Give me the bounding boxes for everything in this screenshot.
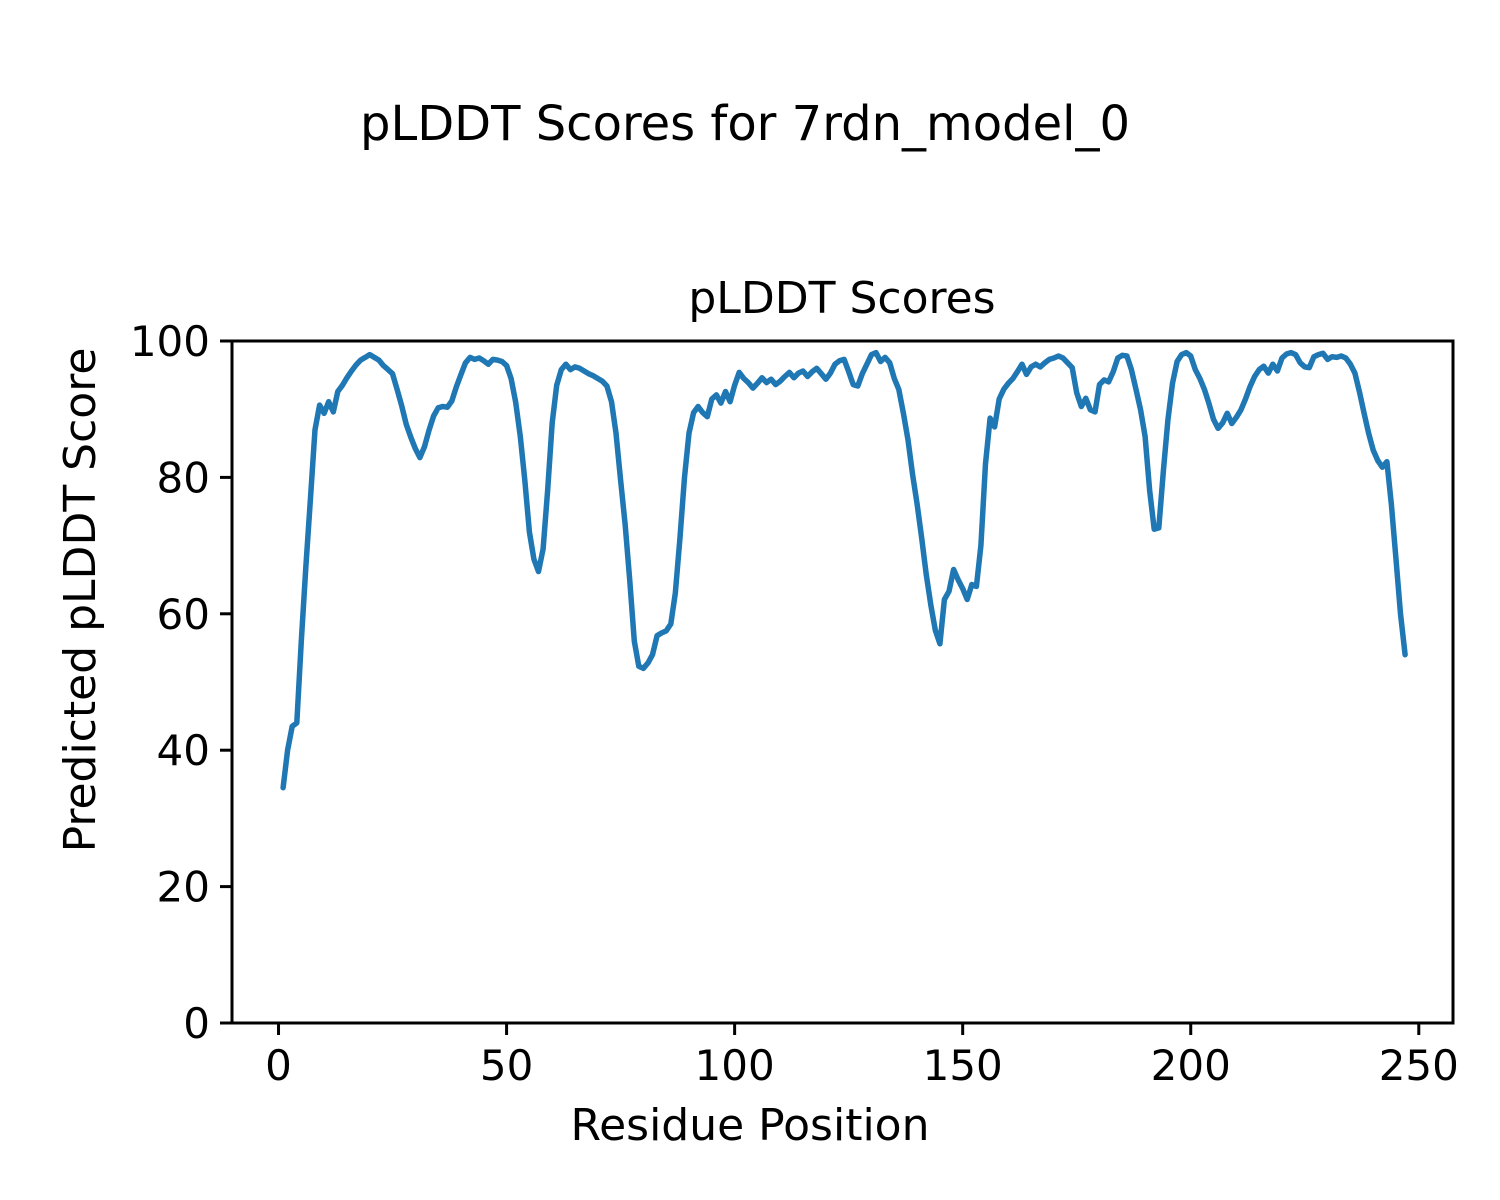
plddt-line [280, 349, 1408, 791]
x-tick-label: 200 [1151, 1041, 1231, 1090]
x-tick-label: 50 [480, 1041, 533, 1090]
x-tick-label: 150 [923, 1041, 1003, 1090]
y-tick-label: 0 [183, 999, 210, 1048]
y-tick-label: 20 [157, 863, 210, 912]
x-tick-label: 250 [1379, 1041, 1459, 1090]
x-tick-label: 100 [695, 1041, 775, 1090]
y-axis-label: Predicted pLDDT Score [55, 348, 106, 853]
axes-title: pLDDT Scores [688, 273, 995, 324]
x-tick-label: 0 [265, 1041, 292, 1090]
x-axis-label: Residue Position [570, 1100, 929, 1151]
y-tick-label: 100 [130, 317, 210, 366]
y-tick-label: 40 [157, 726, 210, 775]
y-axis-ticks: 0 20 40 60 80 100 [130, 317, 232, 1048]
chart-suptitle: pLDDT Scores for 7rdn_model_0 [360, 96, 1130, 152]
y-tick-label: 60 [157, 590, 210, 639]
y-tick-label: 80 [157, 453, 210, 502]
x-axis-ticks: 0 50 100 150 200 250 [265, 1023, 1459, 1090]
plot-border [230, 339, 1455, 1025]
